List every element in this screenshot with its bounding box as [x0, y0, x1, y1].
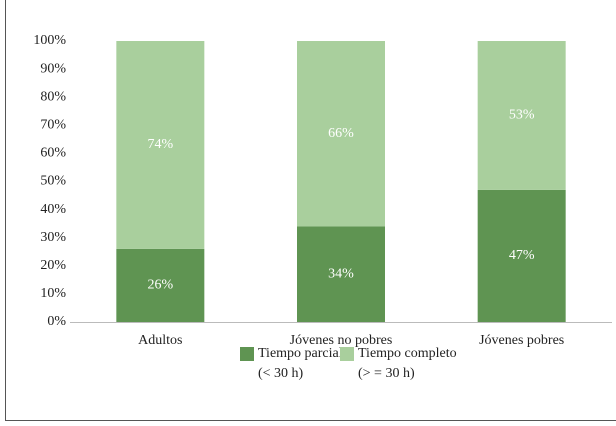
data-label: 47% — [509, 248, 535, 263]
y-tick-label: 80% — [40, 89, 66, 104]
y-tick-label: 0% — [47, 314, 66, 329]
y-tick-label: 10% — [40, 286, 66, 301]
y-tick-label: 100% — [33, 33, 66, 48]
bar-segment — [297, 41, 385, 227]
y-tick-label: 90% — [40, 61, 66, 76]
y-tick-label: 70% — [40, 118, 66, 133]
bar-segment — [297, 226, 385, 322]
bar-segment — [116, 248, 205, 322]
bar-segment — [116, 41, 205, 249]
data-label: 26% — [147, 278, 173, 293]
data-label: 66% — [328, 126, 354, 141]
legend-swatch — [240, 347, 254, 361]
legend-label: Tiempo parcial (< 30 h) — [258, 346, 343, 381]
x-tick-label: Jóvenes no pobres — [290, 333, 393, 348]
data-label: 34% — [328, 266, 354, 281]
y-tick-label: 40% — [40, 202, 66, 217]
data-label: 74% — [147, 137, 173, 152]
bar-segment — [477, 189, 566, 322]
y-tick-label: 30% — [40, 230, 66, 245]
frame — [5, 0, 616, 421]
legend-label: Tiempo completo (> = 30 h) — [358, 346, 457, 381]
data-label: 53% — [509, 108, 535, 123]
legend-swatch — [340, 347, 354, 361]
y-tick-label: 60% — [40, 146, 66, 161]
x-tick-label: Adultos — [138, 333, 182, 348]
y-tick-label: 50% — [40, 174, 66, 189]
x-tick-label: Jóvenes pobres — [479, 333, 564, 348]
y-tick-label: 20% — [40, 258, 66, 273]
bar-segment — [477, 41, 566, 190]
